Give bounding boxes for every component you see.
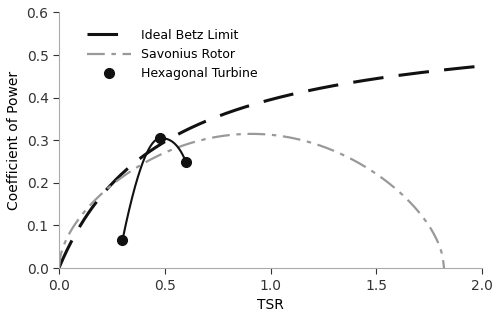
X-axis label: TSR: TSR bbox=[257, 298, 284, 312]
Y-axis label: Coefficient of Power: Coefficient of Power bbox=[7, 71, 21, 210]
Legend: Ideal Betz Limit, Savonius Rotor, Hexagonal Turbine: Ideal Betz Limit, Savonius Rotor, Hexago… bbox=[82, 24, 262, 85]
